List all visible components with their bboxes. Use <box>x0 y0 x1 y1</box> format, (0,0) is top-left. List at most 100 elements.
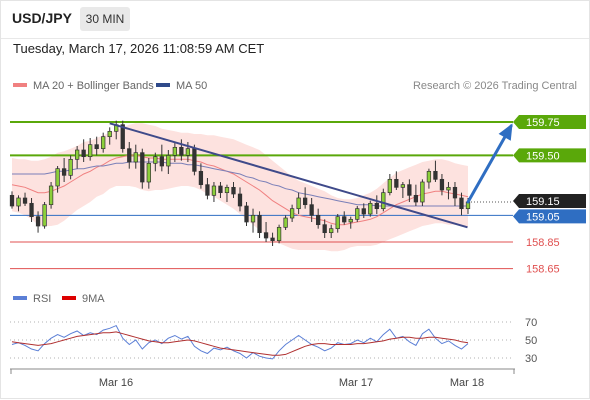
candle <box>179 139 184 161</box>
candle <box>9 191 15 209</box>
candle <box>368 200 373 217</box>
bollinger-bands <box>12 123 468 252</box>
candle <box>29 198 34 222</box>
ma20-line <box>11 154 469 226</box>
candle-body <box>237 193 243 207</box>
time-axis-label: Mar 18 <box>450 377 484 389</box>
pivot-tag: 159.05 <box>513 209 586 224</box>
candle-body <box>322 224 327 234</box>
candle-body <box>68 158 73 176</box>
candle-body <box>283 217 288 228</box>
candle <box>211 182 217 202</box>
candle <box>94 136 99 156</box>
9ma-legend-label: 9MA <box>82 293 105 305</box>
candle <box>439 174 445 196</box>
candle <box>270 232 275 246</box>
candle-body <box>22 197 28 204</box>
rsi-tick-label: 70 <box>525 317 537 329</box>
price-tag-bg <box>513 194 586 208</box>
candle <box>61 158 67 182</box>
candle <box>459 192 464 216</box>
candle-body <box>426 170 432 183</box>
candle-body <box>342 216 347 223</box>
rsi-legend-label: RSI <box>33 293 52 305</box>
candle-body <box>446 186 451 191</box>
price-tag-text: 158.65 <box>526 264 560 276</box>
candle-body <box>329 228 334 234</box>
candle <box>107 127 112 145</box>
timeframe-button[interactable]: 30 MIN <box>80 7 130 31</box>
upside-arrow-shaft <box>466 124 513 204</box>
candle <box>289 204 295 222</box>
legend-rsi: RSI <box>13 293 51 305</box>
price-tag-bg <box>513 209 586 224</box>
candle <box>316 208 321 229</box>
resistance-1-tag: 159.50 <box>513 148 586 163</box>
candle <box>166 150 171 174</box>
candle-body <box>244 205 249 223</box>
candle <box>231 182 236 198</box>
candle-body <box>101 136 106 150</box>
candle-body <box>29 202 34 218</box>
candle <box>224 184 230 202</box>
candle-body <box>172 146 177 156</box>
candle <box>22 192 28 206</box>
candlesticks <box>9 120 471 246</box>
candle <box>348 216 353 229</box>
candle <box>244 202 249 226</box>
candle <box>250 208 256 233</box>
candle <box>42 202 47 229</box>
legend-ma50: MA 50 <box>156 80 207 92</box>
candle-body <box>146 162 151 183</box>
last-price-tag: 159.15 <box>513 194 586 208</box>
candle-body <box>140 152 145 183</box>
candle-body <box>296 197 301 210</box>
candle-body <box>9 194 15 207</box>
candle <box>35 211 41 233</box>
candle <box>127 142 132 169</box>
candle <box>101 132 106 153</box>
bollinger-band-fill <box>12 123 468 252</box>
candle-body <box>159 156 164 167</box>
candle <box>355 206 360 222</box>
candle <box>48 182 54 209</box>
rsi-9ma-line <box>11 331 469 356</box>
candle <box>329 224 334 238</box>
candle <box>420 179 425 206</box>
candle-body <box>348 218 353 223</box>
candle <box>133 144 138 169</box>
price-tag-text: 159.75 <box>526 117 560 129</box>
candle <box>387 174 392 196</box>
candle <box>153 152 158 172</box>
candle <box>296 192 301 214</box>
candle-body <box>42 204 47 227</box>
candle <box>413 184 419 206</box>
9ma-swatch <box>62 296 76 301</box>
candle-body <box>133 152 138 163</box>
header-bar: USD/JPY 30 MIN <box>0 0 590 39</box>
ma20-legend-label: MA 20 + Bollinger Bands <box>33 80 154 92</box>
candle <box>303 187 308 209</box>
candle-body <box>198 170 204 186</box>
rsi-panel: 70 50 30 <box>10 317 537 365</box>
candle <box>120 120 125 153</box>
time-axis-label: Mar 16 <box>99 377 133 389</box>
candle-body <box>452 186 458 199</box>
candle-body <box>55 168 60 187</box>
candle-body <box>374 202 379 210</box>
symbol-label: USD/JPY <box>12 10 72 26</box>
candle-body <box>35 216 41 227</box>
annotations <box>109 122 513 229</box>
candle-body <box>270 237 275 242</box>
rsi-swatch <box>13 296 27 301</box>
candle-body <box>361 208 366 215</box>
candle-body <box>387 178 392 194</box>
candle-body <box>81 149 86 158</box>
candle-body <box>192 148 197 172</box>
candle-body <box>276 226 282 242</box>
legend-9ma: 9MA <box>62 293 105 305</box>
candle <box>309 198 314 222</box>
candle <box>407 179 412 202</box>
candle-body <box>433 170 438 180</box>
candle <box>257 211 262 238</box>
